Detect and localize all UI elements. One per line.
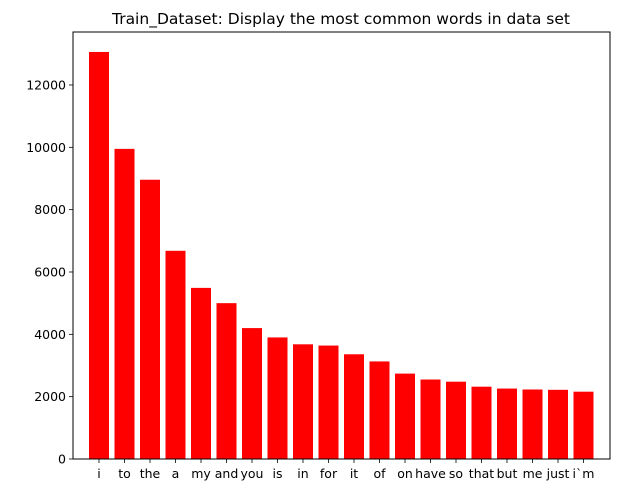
bar-the (140, 179, 160, 460)
bar-in (293, 344, 313, 459)
bar-me (522, 389, 543, 459)
bar-but (497, 388, 517, 459)
x-tick-label: have (415, 466, 446, 481)
x-tick-label: of (373, 466, 386, 481)
bar-i`m (573, 391, 594, 459)
y-tick-label: 6000 (34, 264, 66, 279)
bar-just (548, 389, 568, 459)
x-tick-label: but (497, 466, 518, 481)
bar-have (420, 379, 441, 459)
bar-for (318, 345, 339, 459)
x-tick-label: for (320, 466, 338, 481)
x-tick-label: on (397, 466, 413, 481)
x-axis-ticks: i to the a my and you is in for it of on have so that bu… (97, 459, 594, 481)
bar-it (344, 354, 364, 459)
x-tick-label: in (297, 466, 308, 481)
bar-of (369, 361, 390, 459)
bar-that (471, 386, 492, 459)
plot-frame (72, 31, 611, 460)
bar-i (89, 51, 109, 459)
y-tick-label: 10000 (26, 140, 66, 155)
x-tick-label: me (523, 466, 543, 481)
bars-group (89, 51, 594, 460)
bar-you (242, 328, 262, 459)
bar-a (165, 250, 186, 459)
bar-and (216, 303, 237, 459)
x-tick-label: is (273, 466, 283, 481)
y-tick-label: 0 (58, 452, 66, 467)
bar-is (267, 337, 288, 459)
x-tick-label: to (118, 466, 131, 481)
bar-so (446, 381, 466, 459)
x-tick-label: you (241, 466, 264, 481)
x-tick-label: just (546, 466, 570, 481)
x-tick-label: i (97, 466, 100, 481)
y-tick-label: 8000 (34, 202, 66, 217)
x-tick-label: so (449, 466, 463, 481)
y-axis-ticks: 0 2000 4000 6000 8000 10000 12000 (26, 77, 73, 467)
bar-on (395, 373, 415, 459)
x-tick-label: and (215, 466, 239, 481)
x-tick-label: it (350, 466, 358, 481)
x-tick-label: that (469, 466, 494, 481)
bar-to (114, 148, 135, 459)
y-tick-label: 2000 (34, 389, 66, 404)
y-tick-label: 4000 (34, 327, 66, 342)
y-tick-label: 12000 (26, 77, 66, 92)
x-tick-label: i`m (573, 466, 595, 481)
x-tick-label: my (191, 466, 211, 481)
x-tick-label: a (172, 466, 180, 481)
bar-my (191, 287, 211, 459)
x-tick-label: the (140, 466, 161, 481)
chart-title: Train_Dataset: Display the most common w… (111, 10, 570, 29)
